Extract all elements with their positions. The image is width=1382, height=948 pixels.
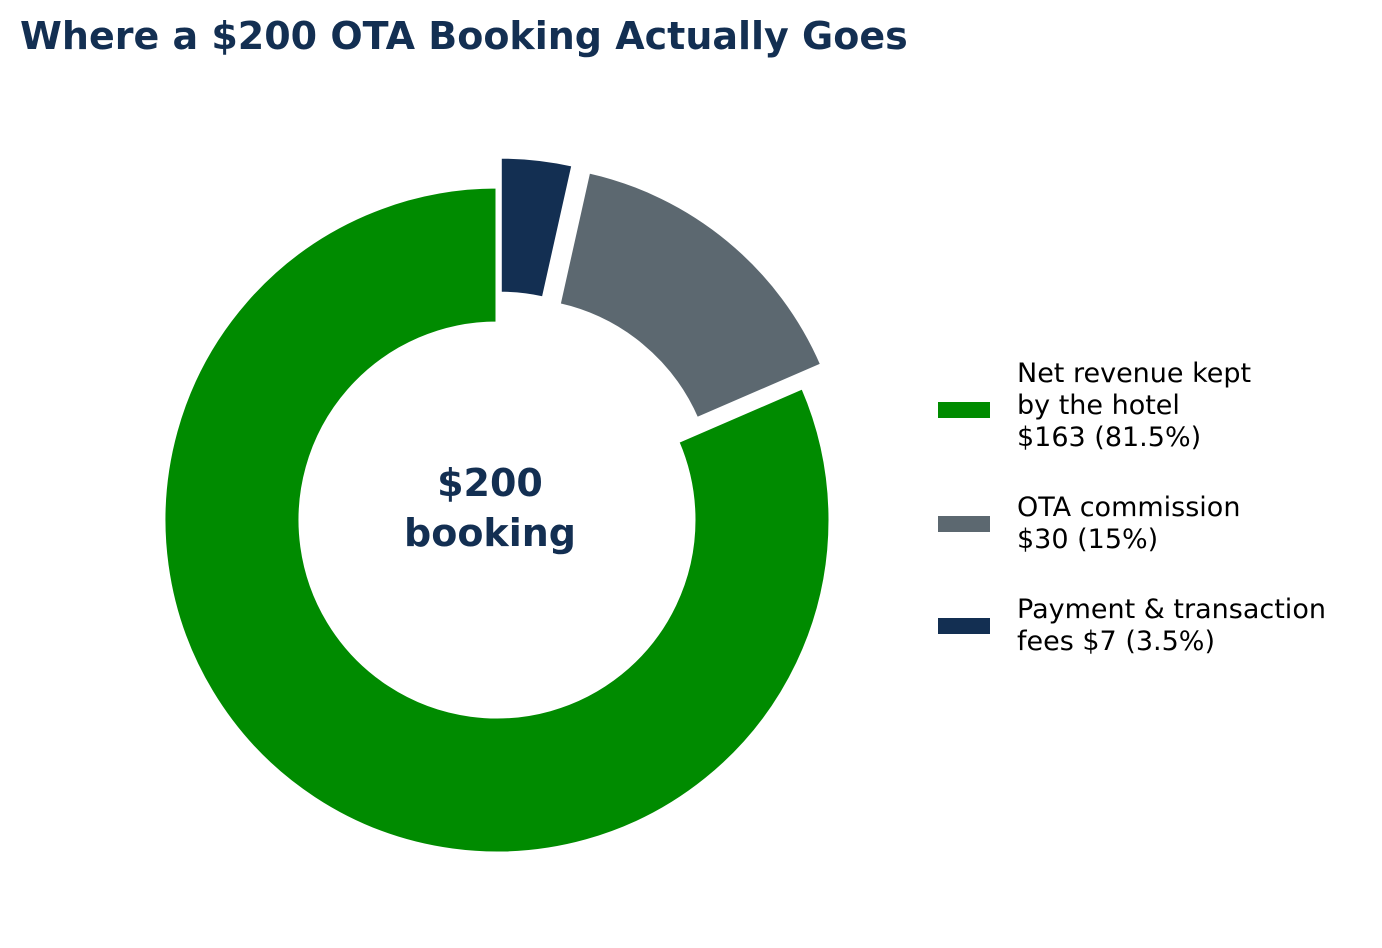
slice-ota-commission: [557, 170, 824, 421]
center-label-amount: $200: [437, 461, 543, 505]
legend-swatch-payment-fees: [938, 618, 990, 634]
legend: Net revenue kept by the hotel $163 (81.5…: [938, 358, 1378, 696]
center-label: $200 booking: [340, 458, 640, 558]
legend-item-net-revenue: Net revenue kept by the hotel $163 (81.5…: [938, 358, 1378, 454]
legend-swatch-ota-commission: [938, 516, 990, 532]
slice-net-revenue: [162, 185, 832, 855]
legend-swatch-net-revenue: [938, 402, 990, 418]
chart-title: Where a $200 OTA Booking Actually Goes: [20, 14, 908, 58]
legend-item-payment-fees: Payment & transaction fees $7 (3.5%): [938, 594, 1378, 658]
legend-label-payment-fees: Payment & transaction fees $7 (3.5%): [1017, 594, 1326, 657]
legend-label-net-revenue: Net revenue kept by the hotel $163 (81.5…: [1017, 358, 1252, 453]
center-label-text: booking: [404, 511, 576, 555]
legend-label-ota-commission: OTA commission $30 (15%): [1017, 492, 1241, 555]
slice-payment-fees: [498, 155, 575, 300]
legend-item-ota-commission: OTA commission $30 (15%): [938, 492, 1378, 556]
